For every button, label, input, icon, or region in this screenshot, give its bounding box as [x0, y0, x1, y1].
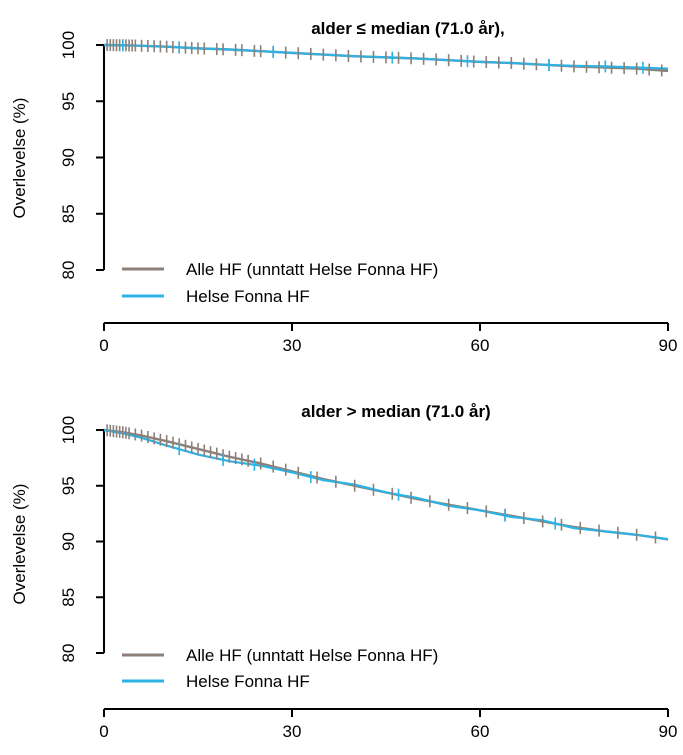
- x-tick-label: 30: [283, 722, 302, 741]
- bottom-panel: alder > median (71.0 år) Overlevelse (%)…: [10, 402, 677, 741]
- y-tick-label: 80: [59, 261, 78, 280]
- legend-label: Helse Fonna HF: [186, 287, 310, 306]
- legend-label: Alle HF (unntatt Helse Fonna HF): [186, 646, 438, 665]
- x-tick-label: 90: [659, 336, 678, 355]
- x-tick-label: 60: [471, 336, 490, 355]
- y-tick-label: 85: [59, 588, 78, 607]
- y-tick-label: 95: [59, 476, 78, 495]
- legend-label: Alle HF (unntatt Helse Fonna HF): [186, 260, 438, 279]
- panel-title: alder ≤ median (71.0 år),: [311, 19, 505, 38]
- y-tick-label: 100: [59, 31, 78, 59]
- y-axis-title: Overlevelse (%): [10, 484, 29, 605]
- legend-label: Helse Fonna HF: [186, 672, 310, 691]
- y-axis-title: Overlevelse (%): [10, 98, 29, 219]
- y-tick-label: 85: [59, 204, 78, 223]
- series-line-helse-fonna: [103, 428, 669, 541]
- x-tick-label: 0: [99, 336, 108, 355]
- series-line-alle-hf: [103, 428, 669, 541]
- y-tick-label: 100: [59, 416, 78, 444]
- x-tick-label: 60: [471, 722, 490, 741]
- x-tick-label: 30: [283, 336, 302, 355]
- y-tick-label: 80: [59, 644, 78, 663]
- panel-title: alder > median (71.0 år): [301, 402, 490, 421]
- y-tick-label: 90: [59, 532, 78, 551]
- x-tick-label: 90: [659, 722, 678, 741]
- y-tick-label: 90: [59, 148, 78, 167]
- x-tick-label: 0: [99, 722, 108, 741]
- y-tick-label: 95: [59, 92, 78, 111]
- top-panel: alder ≤ median (71.0 år), Overlevelse (%…: [10, 19, 677, 355]
